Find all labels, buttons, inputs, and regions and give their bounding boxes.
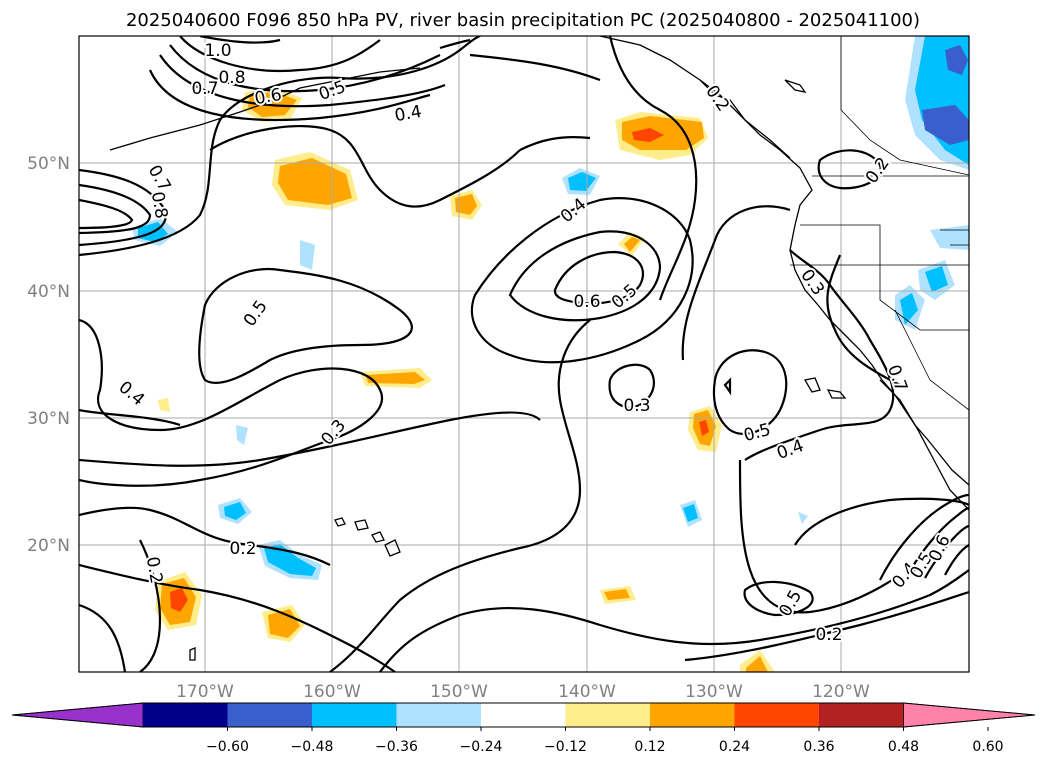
lat-label-40n: 40°N bbox=[27, 282, 70, 302]
contour-label-0.2-sw: 0.2 bbox=[229, 539, 256, 559]
lon-label-150w: 150°W bbox=[430, 682, 488, 702]
coastlines bbox=[109, 36, 969, 661]
gridlines bbox=[79, 36, 969, 672]
colorbar-tick-label: −0.12 bbox=[544, 739, 587, 755]
colorbar-tick-label: 0.60 bbox=[972, 739, 1003, 755]
latitude-labels: 50°N 40°N 30°N 20°N bbox=[27, 154, 70, 556]
colorbar-outline bbox=[11, 702, 1036, 728]
colorbar-segment bbox=[819, 703, 904, 727]
lon-label-120w: 120°W bbox=[812, 682, 870, 702]
colorbar-tick-label: 0.12 bbox=[634, 739, 665, 755]
colorbar-tick-labels: −0.60 −0.48 −0.36 −0.24 −0.12 0.12 0.24 0.36 0.4… bbox=[206, 727, 1004, 755]
lon-label-130w: 130°W bbox=[685, 682, 743, 702]
lon-label-170w: 170°W bbox=[176, 682, 234, 702]
shading-southwest bbox=[155, 572, 775, 672]
colorbar-extend-high bbox=[903, 702, 1036, 728]
colorbar-segment bbox=[481, 703, 566, 727]
colorbar-segment bbox=[734, 703, 820, 727]
longitude-labels: 170°W 160°W 150°W 140°W 130°W 120°W bbox=[176, 682, 870, 702]
colorbar-tick-label: −0.36 bbox=[375, 739, 418, 755]
colorbar-tick-label: 0.24 bbox=[719, 739, 750, 755]
colorbar-segment bbox=[227, 703, 313, 727]
colorbar-segment bbox=[565, 703, 651, 727]
contour-label-0.3-center: 0.3 bbox=[623, 396, 650, 416]
colorbar-tick-label: −0.48 bbox=[291, 739, 334, 755]
contour-label-1.0: 1.0 bbox=[204, 41, 231, 61]
lon-label-140w: 140°W bbox=[558, 682, 616, 702]
colorbar-segment bbox=[396, 703, 482, 727]
lat-label-20n: 20°N bbox=[27, 536, 70, 556]
shading-hawaii bbox=[158, 240, 322, 580]
colorbar-tick-label: −0.24 bbox=[460, 739, 503, 755]
shading-nw-bc bbox=[905, 36, 969, 170]
map-area: 1.00.80.7 0.6 0.50.40.70.8 0.40.6 0.50.20.20… bbox=[78, 35, 970, 673]
shading-west-coast bbox=[895, 225, 969, 330]
shading-mid-pacific bbox=[360, 168, 645, 388]
colorbar-tick-label: −0.60 bbox=[206, 739, 249, 755]
shading-gulf-of-alaska bbox=[615, 112, 708, 160]
colorbar-segment bbox=[650, 703, 735, 727]
colorbar-tick-label: 0.48 bbox=[888, 739, 919, 755]
colorbar bbox=[11, 702, 1036, 728]
colorbar-segment bbox=[143, 703, 228, 727]
map-background bbox=[79, 36, 969, 672]
lat-label-50n: 50°N bbox=[27, 154, 70, 174]
pv-contours bbox=[79, 36, 969, 672]
lon-label-160w: 160°W bbox=[303, 682, 361, 702]
map-frame bbox=[78, 35, 970, 673]
lat-label-30n: 30°N bbox=[27, 409, 70, 429]
colorbar-extend-low bbox=[11, 702, 144, 728]
colorbar-tick-label: 0.36 bbox=[803, 739, 834, 755]
contour-label-0.6-center: 0.6 bbox=[573, 292, 600, 312]
contour-label-0.8-nw: 0.8 bbox=[218, 68, 245, 88]
map-title: 2025040600 F096 850 hPa PV, river basin … bbox=[126, 10, 920, 31]
colorbar-segment bbox=[312, 703, 397, 727]
contour-label-0.7-nw: 0.7 bbox=[191, 79, 218, 99]
contour-label-0.2-south: 0.2 bbox=[815, 625, 842, 645]
